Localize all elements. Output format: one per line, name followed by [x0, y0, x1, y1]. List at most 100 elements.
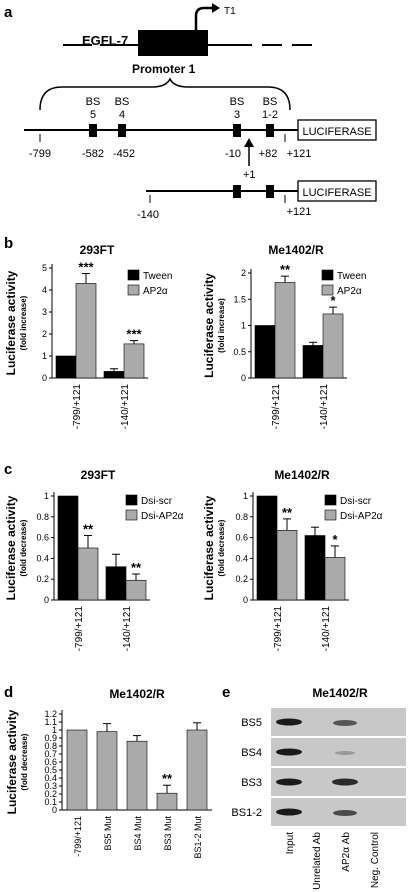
bar	[105, 566, 127, 601]
y-tick-label: 0.4	[44, 773, 57, 783]
bar	[156, 792, 178, 811]
chart-d-mutants: Me1402/R Luciferase activity (fold decreas…	[5, 687, 212, 859]
bar	[75, 283, 97, 379]
luciferase-label: LUCIFERASE	[302, 126, 371, 138]
chart-c-293ft: 293FT Luciferase activity (fold decrease) 0…	[4, 468, 184, 651]
gel-band	[335, 751, 355, 755]
y-tick-label: 5	[42, 263, 47, 273]
y-tick-label: 0.2	[36, 574, 49, 584]
y-tick-label: 0.2	[235, 574, 248, 584]
y-axis-subtitle: (fold increase)	[19, 295, 28, 350]
legend-swatch	[127, 284, 140, 296]
y-tick-label: 1	[243, 491, 248, 501]
y-axis-title: Luciferase activity	[202, 495, 216, 600]
gel-row-bs5: BS5	[241, 708, 406, 736]
gel-row-bs3: BS3	[241, 768, 406, 796]
binding-site-3	[233, 124, 241, 137]
y-axis-subtitle: (fold decrease)	[19, 519, 28, 576]
legend-swatch	[324, 509, 337, 521]
y-tick-label: 0.5	[233, 347, 246, 357]
tss-arrow-icon	[194, 3, 220, 30]
legend-label: Tween	[337, 271, 366, 282]
x-category-label: -140/+121	[122, 606, 133, 652]
y-tick-label: 0.9	[44, 733, 57, 743]
y-axis-subtitle: (fold decrease)	[217, 519, 226, 576]
gel-band	[276, 718, 302, 726]
binding-site-1-2	[266, 124, 274, 137]
bs-number: 4	[119, 109, 125, 121]
bar	[66, 729, 88, 811]
legend-label: Dsi-AP2α	[141, 511, 184, 522]
bs-number: 5	[90, 109, 96, 121]
promoter-brace	[39, 77, 291, 111]
gel-lane-label: Input	[285, 832, 296, 854]
bs-number: 3	[234, 109, 240, 121]
bs-label: BS	[86, 96, 101, 108]
bar	[324, 557, 346, 601]
legend-label: AP2α	[337, 286, 362, 297]
bar	[125, 579, 147, 601]
legend-swatch	[125, 509, 138, 521]
legend-label: Tween	[143, 271, 172, 282]
y-tick-label: 0.4	[235, 553, 248, 563]
panel-b-label: b	[4, 235, 13, 252]
y-tick-label: 1	[44, 491, 49, 501]
panel-e-label: e	[222, 684, 230, 701]
chart-title: 293FT	[81, 468, 116, 482]
y-tick-label: 0	[243, 595, 248, 605]
x-category-label: BS3 Mut	[163, 816, 173, 851]
y-tick-label: 2	[42, 329, 47, 339]
bar	[126, 740, 148, 811]
y-tick-label: 0	[44, 595, 49, 605]
significance-marker: **	[282, 505, 293, 520]
y-tick-label: 3	[42, 307, 47, 317]
panel-e: e Me1402/R BS5 BS4 BS3 BS1-2 Input Unr	[222, 684, 406, 890]
panel-d-label: d	[4, 684, 13, 701]
gel-lane-label: AP2α Ab	[341, 832, 352, 872]
significance-marker: **	[83, 522, 94, 537]
chart-b-me1402r: Me1402/R Luciferase activity (fold increas…	[202, 243, 366, 429]
x-category-label: BS4 Mut	[133, 816, 143, 851]
bar	[274, 282, 296, 379]
bar	[322, 313, 344, 379]
y-tick-label: 0.5	[44, 765, 57, 775]
bar	[302, 345, 324, 379]
y-tick-label: 1.5	[233, 294, 246, 304]
bar	[256, 495, 278, 601]
gel-band	[333, 810, 357, 816]
promoter-label: Promoter 1	[132, 62, 196, 76]
y-axis-title: Luciferase activity	[4, 495, 18, 600]
y-tick-label: 1	[241, 321, 246, 331]
legend-label: AP2α	[143, 286, 168, 297]
bar	[55, 355, 77, 379]
plus-one-arrow-icon	[244, 138, 254, 166]
binding-site-5	[89, 124, 97, 137]
y-tick-label: 1	[52, 725, 57, 735]
y-tick-label: 0.1	[44, 797, 57, 807]
significance-marker: **	[131, 560, 142, 575]
y-tick-label: 2	[241, 268, 246, 278]
position-label: +121	[287, 206, 312, 218]
binding-site-3	[233, 185, 241, 198]
bar	[254, 325, 276, 379]
gel-row-label: BS1-2	[231, 807, 262, 819]
bs-label: BS	[115, 96, 130, 108]
legend-swatch	[324, 494, 337, 506]
legend-swatch	[127, 269, 140, 281]
bar	[77, 547, 99, 601]
y-axis-title: Luciferase activity	[202, 273, 216, 378]
tss-label: T1	[224, 6, 236, 17]
panel-c-label: c	[4, 461, 12, 478]
position-label: +121	[287, 148, 312, 160]
y-tick-label: 0.6	[36, 533, 49, 543]
gel-row-bs1-2: BS1-2	[231, 798, 406, 826]
significance-marker: ***	[126, 327, 142, 342]
exon-box	[138, 30, 208, 56]
position-label: -582	[82, 148, 104, 160]
gel-row-bs4: BS4	[241, 738, 406, 766]
y-tick-label: 0.8	[36, 512, 49, 522]
chart-title: Me1402/R	[268, 243, 324, 257]
binding-site-4	[118, 124, 126, 137]
y-tick-label: 0.3	[44, 781, 57, 791]
y-tick-label: 0	[241, 373, 246, 383]
